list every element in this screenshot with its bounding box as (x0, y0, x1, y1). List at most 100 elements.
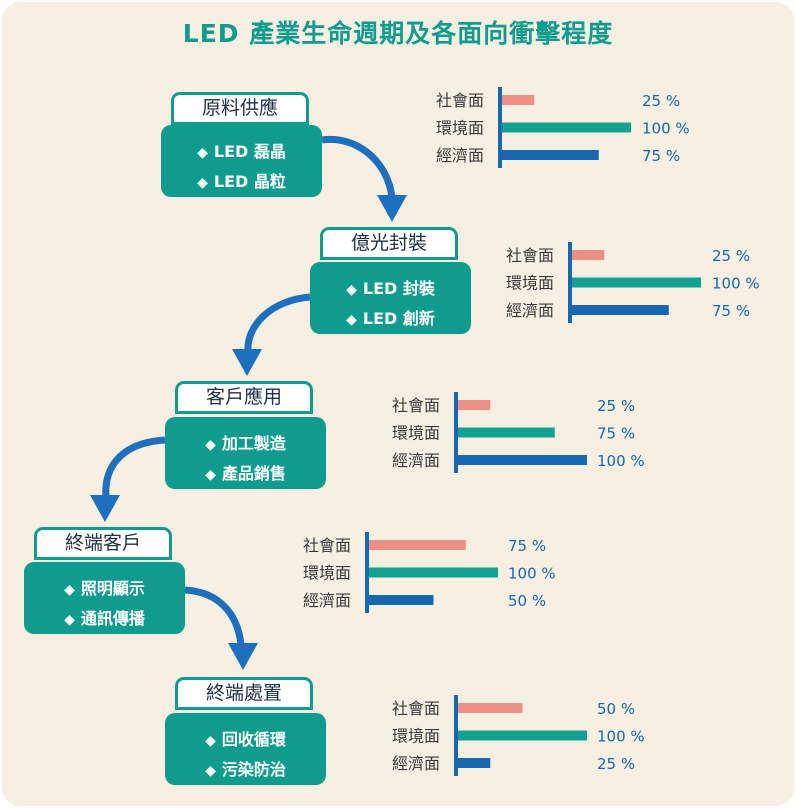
stage-label: 億光封裝 (320, 227, 458, 260)
stage-label: 終端處置 (175, 677, 313, 710)
flow-arrow-2 (244, 293, 311, 353)
bar (458, 427, 555, 438)
data-label: 100 % (508, 565, 556, 583)
impact-chart-3: 社會面 25 % 環境面 75 % 經濟面 100 % (392, 392, 645, 473)
diamond-bullet-icon: ◆ (64, 612, 75, 628)
bar (369, 595, 434, 605)
stage-label: 客戶應用 (175, 381, 313, 414)
diamond-bullet-icon: ◆ (205, 467, 216, 483)
data-label: 25 % (642, 92, 680, 110)
data-label: 25 % (712, 247, 750, 265)
category-label: 社會面 (303, 536, 351, 555)
data-label: 25 % (597, 755, 635, 773)
bar (502, 95, 535, 105)
impact-chart-4: 社會面 75 % 環境面 100 % 經濟面 50 % (303, 532, 556, 613)
stage-box: ◆ 回收循環 ◆ 污染防治 (165, 713, 326, 785)
stage-item: ◆ 產品銷售 (165, 460, 326, 484)
bar (458, 455, 587, 465)
stage-item: ◆ 照明顯示 (24, 575, 185, 599)
category-label: 經濟面 (506, 301, 554, 320)
category-label: 環境面 (303, 564, 351, 583)
stage-item: ◆ LED 封裝 (310, 275, 471, 299)
category-label: 社會面 (392, 396, 440, 415)
stage-item-text: 產品銷售 (221, 464, 286, 483)
stage-item-text: LED 創新 (362, 309, 435, 328)
diamond-bullet-icon: ◆ (205, 437, 216, 453)
category-label: 經濟面 (392, 451, 440, 470)
bar (458, 703, 523, 713)
data-label: 100 % (597, 452, 645, 470)
arrowhead-icon (90, 495, 120, 522)
stage-item-text: LED 晶粒 (213, 172, 286, 191)
stage-item-text: 污染防治 (221, 760, 286, 779)
bar (458, 758, 491, 768)
category-label: 社會面 (436, 91, 484, 110)
impact-chart-5: 社會面 50 % 環境面 100 % 經濟面 25 % (392, 695, 645, 776)
data-label: 75 % (642, 147, 680, 165)
stage-item: ◆ LED 創新 (310, 305, 471, 329)
bar (458, 730, 587, 741)
impact-chart-1: 社會面 25 % 環境面 100 % 經濟面 75 % (436, 87, 690, 168)
data-label: 100 % (597, 728, 645, 746)
stage-item: ◆ 污染防治 (165, 756, 326, 780)
stage-item-text: 回收循環 (221, 730, 286, 749)
stage-label: 終端客戶 (34, 527, 172, 560)
data-label: 75 % (712, 302, 750, 320)
bar (572, 305, 669, 315)
stage-item-text: 加工製造 (221, 434, 286, 453)
stage-item: ◆ 通訊傳播 (24, 605, 185, 629)
diamond-bullet-icon: ◆ (197, 175, 208, 191)
stage-box: ◆ 照明顯示 ◆ 通訊傳播 (24, 562, 185, 634)
flow-arrow-1 (321, 135, 396, 199)
chart-axis (498, 87, 502, 168)
stage-item: ◆ LED 晶粒 (161, 168, 322, 192)
arrowhead-icon (377, 195, 407, 222)
flow-arrow-3 (102, 436, 166, 498)
bar (572, 250, 605, 260)
category-label: 經濟面 (303, 591, 351, 610)
chart-axis (454, 695, 458, 776)
bar (369, 567, 498, 578)
category-label: 環境面 (506, 274, 554, 293)
category-label: 環境面 (436, 119, 484, 138)
bar (369, 540, 466, 550)
stage-item-text: 照明顯示 (80, 579, 145, 598)
chart-axis (568, 242, 572, 323)
bar (502, 150, 599, 160)
diamond-bullet-icon: ◆ (205, 733, 216, 749)
diamond-bullet-icon: ◆ (197, 145, 208, 161)
stage-item: ◆ LED 磊晶 (161, 138, 322, 162)
diamond-bullet-icon: ◆ (346, 282, 357, 298)
stage-item: ◆ 回收循環 (165, 726, 326, 750)
data-label: 50 % (508, 592, 546, 610)
chart-axis (454, 392, 458, 473)
data-label: 100 % (712, 275, 760, 293)
data-label: 75 % (508, 537, 546, 555)
flow-arrow-4 (184, 586, 245, 646)
category-label: 經濟面 (392, 754, 440, 773)
category-label: 經濟面 (436, 146, 484, 165)
stage-label: 原料供應 (171, 92, 309, 125)
chart-axis (365, 532, 369, 613)
category-label: 環境面 (392, 727, 440, 746)
stage-box: ◆ LED 封裝 ◆ LED 創新 (310, 262, 471, 334)
stage-box: ◆ 加工製造 ◆ 產品銷售 (165, 417, 326, 489)
diamond-bullet-icon: ◆ (64, 582, 75, 598)
page-title: LED 產業生命週期及各面向衝擊程度 (182, 19, 614, 48)
stage-item-text: 通訊傳播 (80, 609, 145, 628)
category-label: 社會面 (392, 699, 440, 718)
bar (458, 400, 491, 410)
arrowhead-icon (228, 643, 258, 670)
diamond-bullet-icon: ◆ (205, 763, 216, 779)
impact-chart-2: 社會面 25 % 環境面 100 % 經濟面 75 % (506, 242, 760, 323)
stage-item-text: LED 磊晶 (213, 142, 286, 161)
bar (502, 122, 631, 133)
category-label: 社會面 (506, 246, 554, 265)
bar (572, 277, 701, 288)
stage-item: ◆ 加工製造 (165, 430, 326, 454)
stage-item-text: LED 封裝 (362, 279, 435, 298)
data-label: 75 % (597, 425, 635, 443)
